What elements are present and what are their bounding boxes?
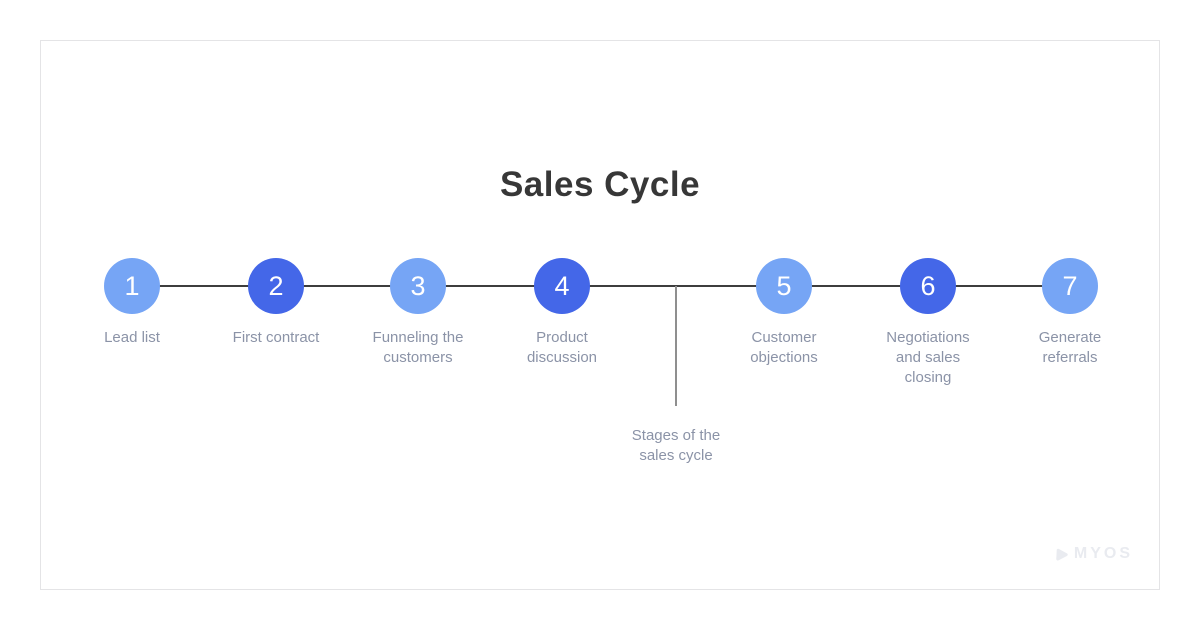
- infographic-card: Sales Cycle Stages of the sales cycle 1 …: [40, 40, 1160, 590]
- timeline-step-5: 5 Customer objections: [724, 258, 844, 368]
- timeline-step-1: 1 Lead list: [72, 258, 192, 348]
- step-number: 3: [410, 270, 426, 301]
- myos-logo-icon: [1054, 547, 1069, 562]
- step-number: 4: [554, 270, 570, 301]
- watermark-text: MYOS: [1073, 545, 1133, 562]
- branch-connector-line: [675, 286, 677, 406]
- timeline-step-6: 6 Negotiations and sales closing: [868, 258, 988, 388]
- step-number: 2: [268, 270, 284, 301]
- timeline-step-3: 3 Funneling the customers: [358, 258, 478, 368]
- step-circle-2: 2: [248, 258, 304, 314]
- timeline-step-4: 4 Product discussion: [502, 258, 622, 368]
- branch-label: Stages of the sales cycle: [631, 427, 721, 464]
- step-label: Generate referrals: [1038, 329, 1102, 366]
- page-title: Sales Cycle: [499, 165, 701, 204]
- step-label: Product discussion: [526, 329, 598, 366]
- timeline-step-7: 7 Generate referrals: [1010, 258, 1130, 368]
- step-number: 7: [1062, 270, 1078, 301]
- step-circle-6: 6: [900, 258, 956, 314]
- step-label: Funneling the customers: [372, 329, 464, 366]
- timeline-step-2: 2 First contract: [216, 258, 336, 348]
- step-circle-1: 1: [104, 258, 160, 314]
- step-circle-4: 4: [534, 258, 590, 314]
- step-number: 5: [776, 270, 792, 301]
- timeline-line: [132, 285, 1070, 287]
- step-number: 1: [124, 270, 140, 301]
- step-circle-5: 5: [756, 258, 812, 314]
- step-label: Negotiations and sales closing: [886, 329, 970, 386]
- step-label: Customer objections: [750, 329, 818, 366]
- step-number: 6: [920, 270, 936, 301]
- myos-watermark: MYOS: [1054, 545, 1133, 563]
- step-circle-3: 3: [390, 258, 446, 314]
- step-label: Lead list: [104, 329, 160, 346]
- step-circle-7: 7: [1042, 258, 1098, 314]
- step-label: First contract: [232, 329, 320, 346]
